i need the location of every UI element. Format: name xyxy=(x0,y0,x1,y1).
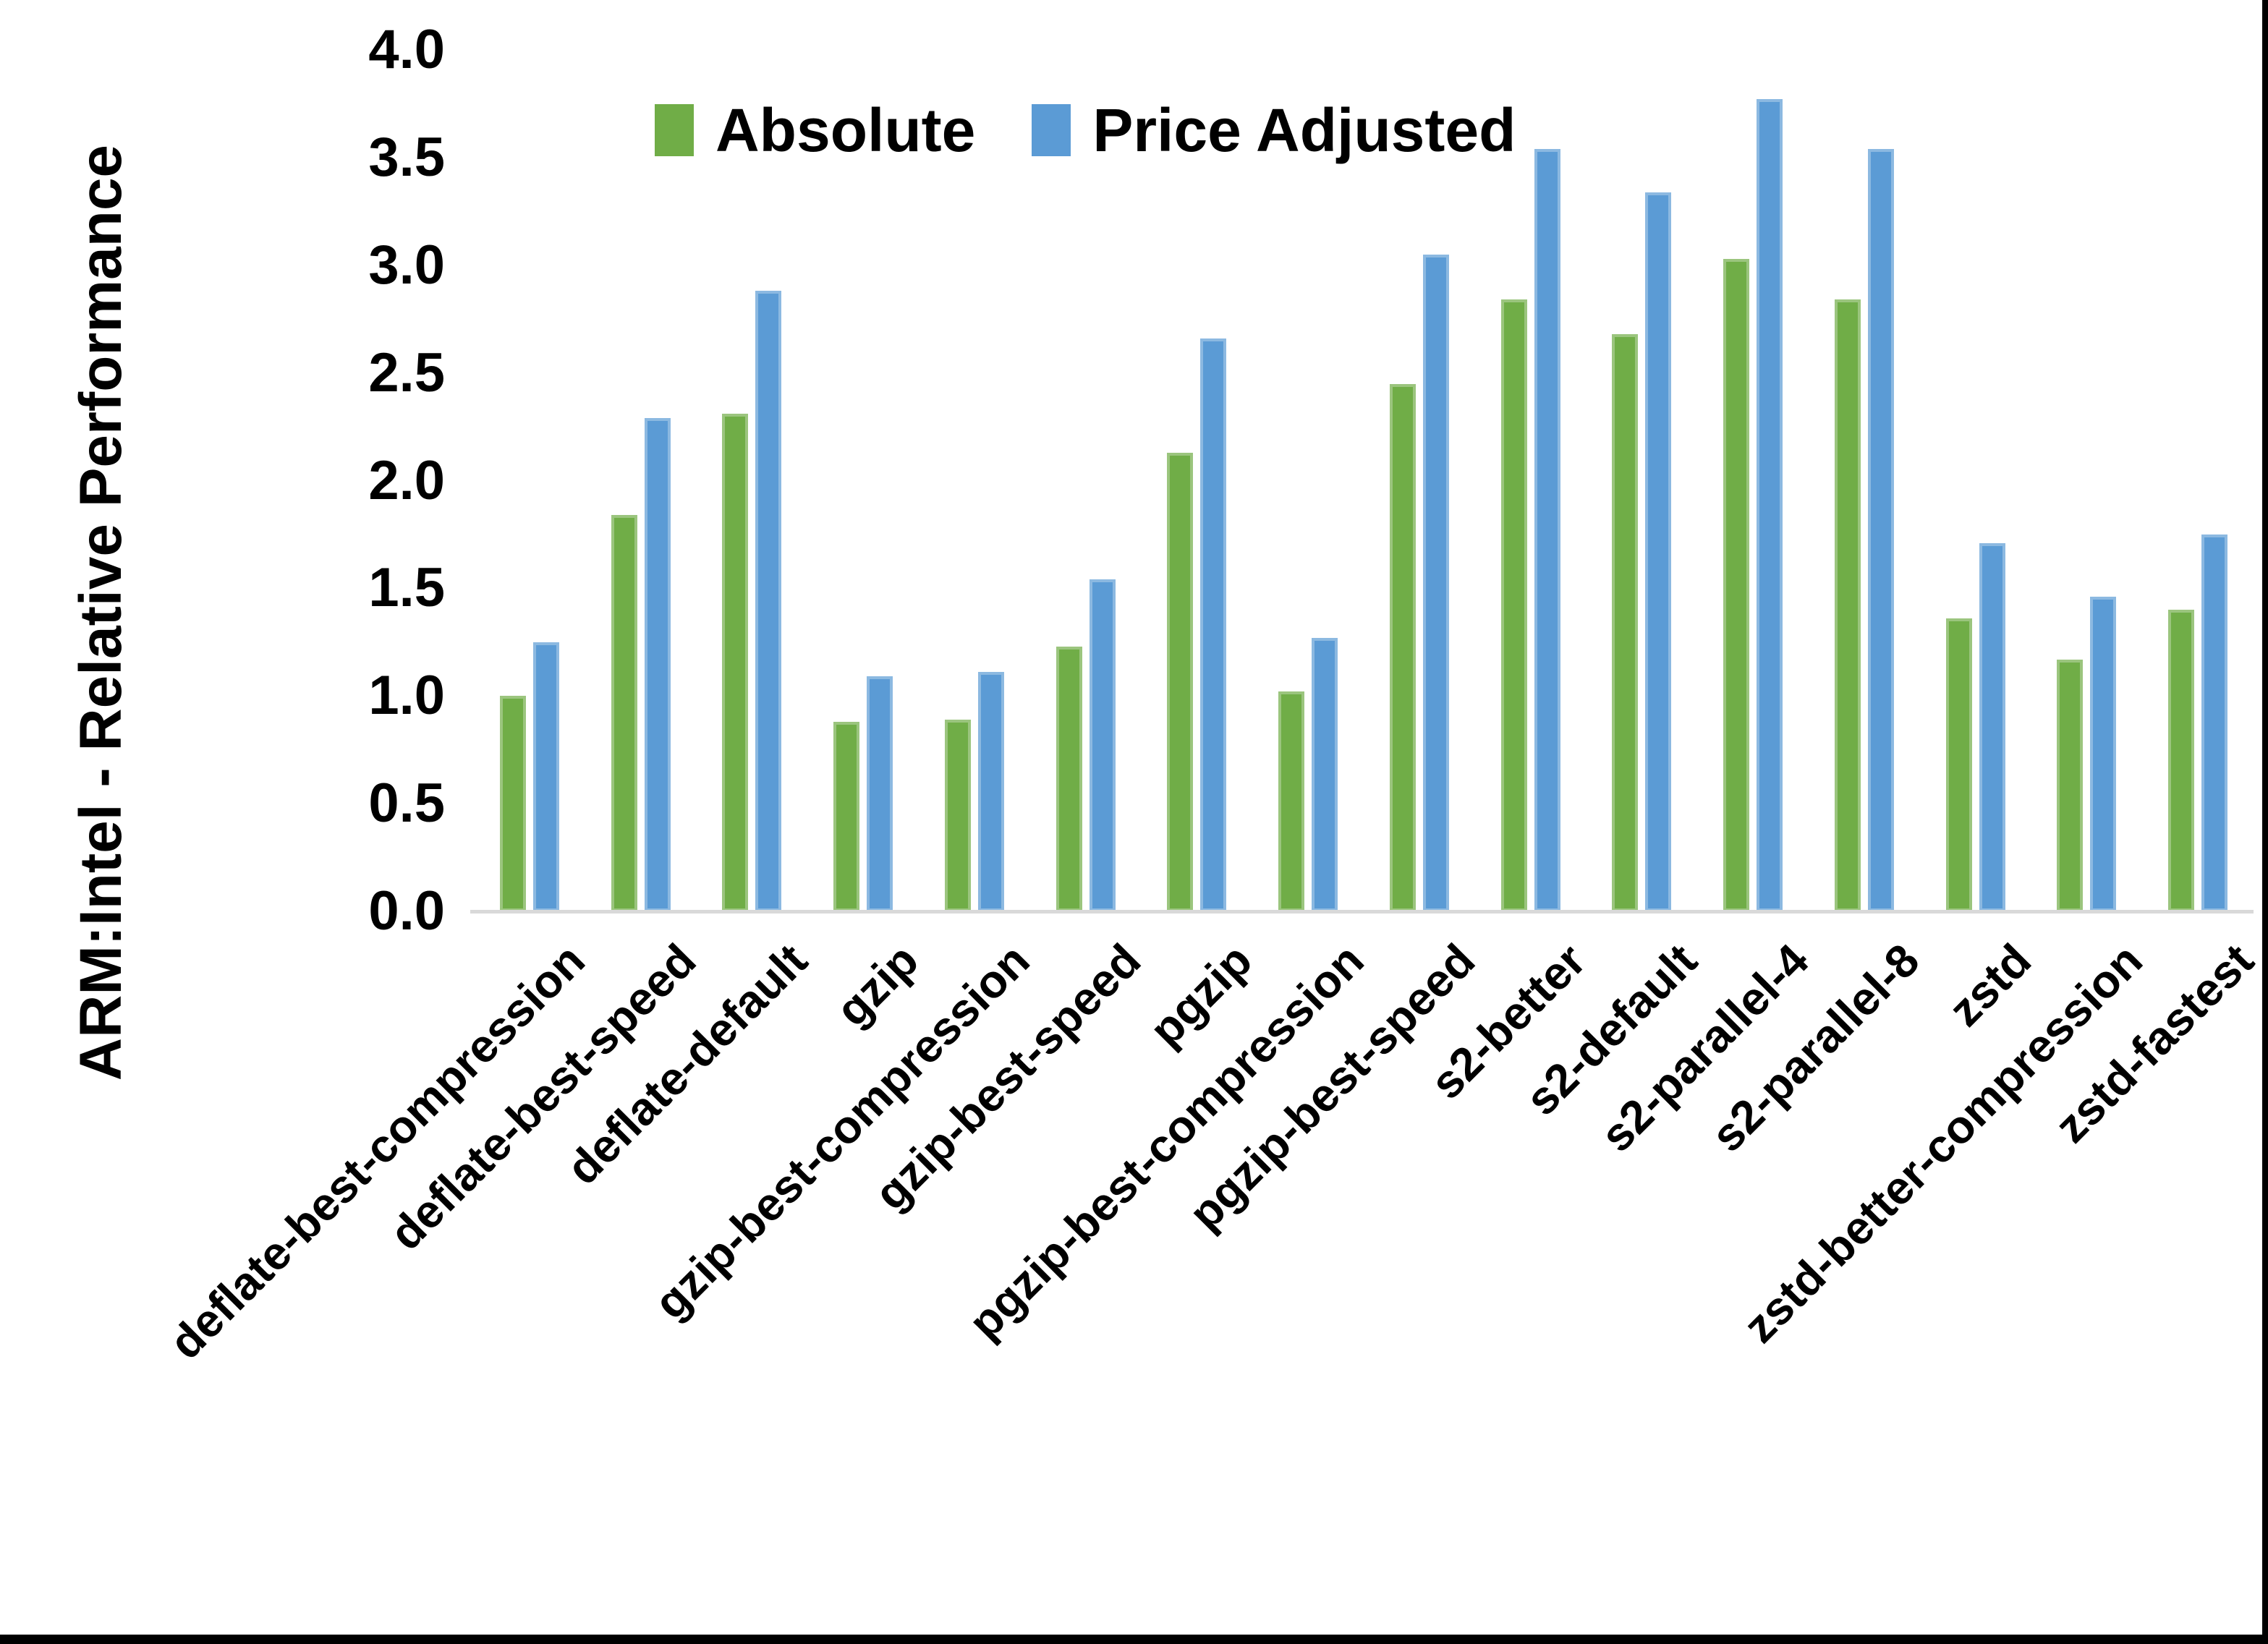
absolute-bar xyxy=(1500,299,1527,911)
bar-group xyxy=(919,50,1030,911)
bar-group xyxy=(1697,50,1809,911)
price-adjusted-bar xyxy=(1645,192,1672,911)
price-adjusted-bar xyxy=(1979,543,2005,911)
bar-group xyxy=(697,50,808,911)
price-adjusted-bar xyxy=(2090,597,2117,911)
bar-group xyxy=(1364,50,1475,911)
y-tick-label: 2.0 xyxy=(368,449,445,511)
price-adjusted-bar xyxy=(977,672,1004,911)
absolute-bar xyxy=(1723,259,1750,911)
bar-group xyxy=(1475,50,1587,911)
legend-label: Price Adjusted xyxy=(1092,96,1516,164)
absolute-bar xyxy=(1389,384,1416,911)
bar-group xyxy=(1030,50,1142,911)
absolute-bar xyxy=(611,515,637,911)
x-axis-line xyxy=(470,910,2254,913)
legend-swatch-icon xyxy=(1032,104,1071,156)
plot-area xyxy=(474,50,2254,911)
x-category-label: gzip xyxy=(825,934,929,1036)
absolute-bar xyxy=(1167,453,1194,911)
screen-right-border xyxy=(2262,0,2268,1644)
price-adjusted-bar xyxy=(2201,534,2228,911)
legend-item: Price Adjusted xyxy=(1032,100,1516,161)
bar-group xyxy=(1587,50,1698,911)
x-category-label: deflate-best-compression xyxy=(159,934,595,1369)
absolute-bar xyxy=(1278,691,1305,911)
absolute-bar xyxy=(1056,647,1082,911)
absolute-bar xyxy=(499,696,526,911)
y-tick-label: 1.5 xyxy=(368,557,445,619)
absolute-bar xyxy=(1945,618,1972,911)
absolute-bar xyxy=(722,414,749,911)
absolute-bar xyxy=(2168,610,2195,911)
bar-group xyxy=(2031,50,2143,911)
bar-group xyxy=(585,50,697,911)
price-adjusted-bar xyxy=(1757,99,1783,911)
bar-group xyxy=(2142,50,2254,911)
price-adjusted-bar xyxy=(1867,149,1894,911)
legend-label: Absolute xyxy=(715,96,976,164)
price-adjusted-bar xyxy=(644,418,671,911)
absolute-bar xyxy=(944,720,971,911)
bar-group xyxy=(474,50,585,911)
price-adjusted-bar xyxy=(755,291,782,911)
y-tick-label: 3.0 xyxy=(368,234,445,296)
y-tick-label: 4.0 xyxy=(368,19,445,80)
y-tick-label: 2.5 xyxy=(368,341,445,404)
bar-group xyxy=(1809,50,1920,911)
absolute-bar xyxy=(833,722,860,911)
bar-group xyxy=(807,50,919,911)
absolute-bar xyxy=(1612,334,1639,911)
y-tick-label: 3.5 xyxy=(368,126,445,188)
y-tick-label: 1.0 xyxy=(368,665,445,727)
bar-group xyxy=(1252,50,1364,911)
price-adjusted-bar xyxy=(867,676,893,911)
chart-legend: Absolute Price Adjusted xyxy=(655,100,1516,161)
absolute-bar xyxy=(2057,660,2084,911)
price-adjusted-bar xyxy=(1422,255,1449,911)
price-adjusted-bar xyxy=(1089,579,1116,911)
screen-bottom-border xyxy=(0,1635,2268,1644)
bar-group xyxy=(1142,50,1253,911)
price-adjusted-bar xyxy=(1534,149,1560,911)
y-axis-title: ARM:Intel - Relative Performance xyxy=(68,144,134,1081)
absolute-bar xyxy=(1834,299,1861,911)
y-tick-label: 0.5 xyxy=(368,772,445,835)
x-category-label: zstd xyxy=(1938,934,2041,1036)
legend-item: Absolute xyxy=(655,100,975,161)
price-adjusted-bar xyxy=(1312,638,1338,911)
y-tick-label: 0.0 xyxy=(368,880,445,942)
price-adjusted-bar xyxy=(1200,338,1227,911)
bar-group xyxy=(1920,50,2031,911)
price-adjusted-bar xyxy=(532,642,559,911)
legend-swatch-icon xyxy=(655,104,694,156)
